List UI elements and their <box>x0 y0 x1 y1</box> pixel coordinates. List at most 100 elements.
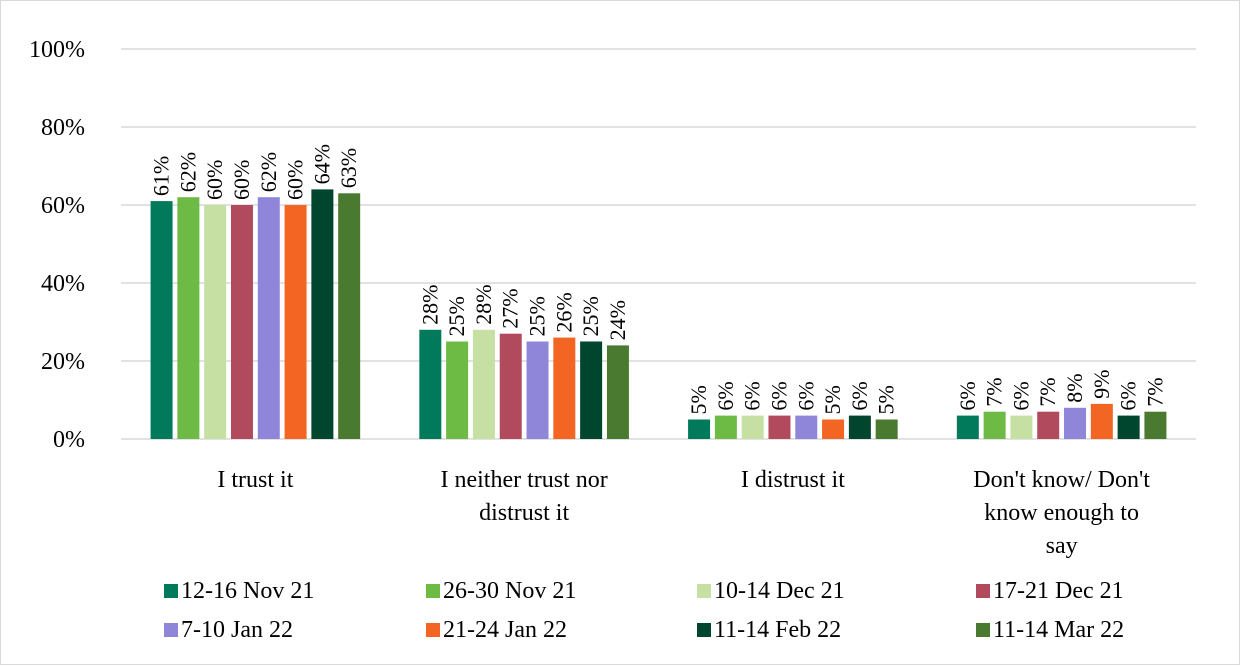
data-label: 6% <box>740 381 765 410</box>
bar <box>1090 403 1113 439</box>
y-tick-label: 80% <box>41 115 85 141</box>
data-label: 60% <box>283 160 308 200</box>
bar <box>311 189 334 439</box>
bar <box>580 341 603 439</box>
data-label: 62% <box>256 152 281 192</box>
bar <box>499 333 522 439</box>
category-label: Don't know/ Don't <box>973 467 1150 493</box>
data-label: 6% <box>766 381 791 410</box>
bar <box>526 341 549 439</box>
category-label: I distrust it <box>741 467 845 493</box>
y-tick-label: 60% <box>41 193 85 219</box>
data-label: 28% <box>471 284 496 324</box>
category-label: say <box>1046 533 1078 559</box>
legend-label: 11-14 Mar 22 <box>993 617 1124 643</box>
category-label: know enough to <box>984 500 1139 526</box>
data-label: 6% <box>1116 381 1141 410</box>
category-label: I trust it <box>217 467 293 493</box>
legend-swatch <box>164 584 178 598</box>
legend-swatch <box>697 584 711 598</box>
legend-label: 26-30 Nov 21 <box>443 578 576 604</box>
bar <box>1064 407 1087 439</box>
legend-label: 12-16 Nov 21 <box>181 578 314 604</box>
legend-label: 7-10 Jan 22 <box>181 617 293 643</box>
legend-swatch <box>426 584 440 598</box>
bar <box>446 341 469 439</box>
data-label: 26% <box>551 292 576 332</box>
y-tick-label: 20% <box>41 349 85 375</box>
bar <box>1037 411 1060 439</box>
bar <box>768 415 791 439</box>
bar <box>338 193 361 439</box>
data-label: 7% <box>1035 377 1060 406</box>
legend: 12-16 Nov 21 26-30 Nov 21 10-14 Dec 21 17-2… <box>164 578 1124 643</box>
legend-label: 10-14 Dec 21 <box>714 578 845 604</box>
category-labels: I trust it I neither trust nor distrust it… <box>217 467 1150 559</box>
bar <box>795 415 818 439</box>
data-label: 60% <box>229 160 254 200</box>
data-label: 63% <box>336 148 361 188</box>
legend-swatch <box>697 623 711 637</box>
data-labels: 61%28%5% 6%62%25%6% 7%60%28%6% 6%60%27%6% 7%… <box>149 144 1168 414</box>
data-label: 6% <box>713 381 738 410</box>
y-axis: 0% 20% 40% 60% 80% 100% <box>29 37 85 453</box>
data-label: 27% <box>498 288 523 328</box>
data-label: 5% <box>820 385 845 414</box>
bar <box>472 329 495 439</box>
bar <box>714 415 737 439</box>
data-label: 5% <box>686 385 711 414</box>
bar <box>822 419 845 439</box>
bars <box>150 189 1167 439</box>
bar <box>848 415 871 439</box>
bar <box>875 419 898 439</box>
data-label: 6% <box>847 381 872 410</box>
bar <box>230 205 253 439</box>
bar <box>1010 415 1033 439</box>
bar <box>284 205 307 439</box>
bar <box>956 415 979 439</box>
data-label: 7% <box>1142 377 1167 406</box>
data-label: 7% <box>982 377 1007 406</box>
bar <box>204 205 227 439</box>
y-tick-label: 0% <box>53 427 85 453</box>
data-label: 64% <box>309 144 334 184</box>
data-label: 61% <box>149 156 174 196</box>
bar <box>177 197 200 439</box>
data-label: 25% <box>525 296 550 336</box>
legend-swatch <box>426 623 440 637</box>
data-label: 25% <box>444 296 469 336</box>
bar <box>150 201 173 439</box>
category-label: I neither trust nor <box>440 467 607 493</box>
y-tick-label: 100% <box>29 37 85 63</box>
data-label: 6% <box>793 381 818 410</box>
bar <box>606 345 629 439</box>
legend-swatch <box>976 623 990 637</box>
data-label: 5% <box>874 385 899 414</box>
legend-label: 17-21 Dec 21 <box>993 578 1124 604</box>
y-tick-label: 40% <box>41 271 85 297</box>
bar <box>983 411 1006 439</box>
data-label: 6% <box>955 381 980 410</box>
bar <box>419 329 442 439</box>
bar <box>688 419 711 439</box>
legend-label: 21-24 Jan 22 <box>443 617 567 643</box>
data-label: 9% <box>1089 370 1114 399</box>
bar <box>1144 411 1167 439</box>
data-label: 60% <box>202 160 227 200</box>
data-label: 28% <box>417 284 442 324</box>
category-label: distrust it <box>479 500 569 526</box>
data-label: 8% <box>1062 373 1087 402</box>
data-label: 25% <box>578 296 603 336</box>
legend-swatch <box>976 584 990 598</box>
bar <box>257 197 280 439</box>
data-label: 6% <box>1008 381 1033 410</box>
bar <box>553 337 576 439</box>
legend-label: 11-14 Feb 22 <box>714 617 841 643</box>
data-label: 62% <box>175 152 200 192</box>
bar <box>1117 415 1140 439</box>
legend-swatch <box>164 623 178 637</box>
bar <box>741 415 764 439</box>
data-label: 24% <box>605 300 630 340</box>
